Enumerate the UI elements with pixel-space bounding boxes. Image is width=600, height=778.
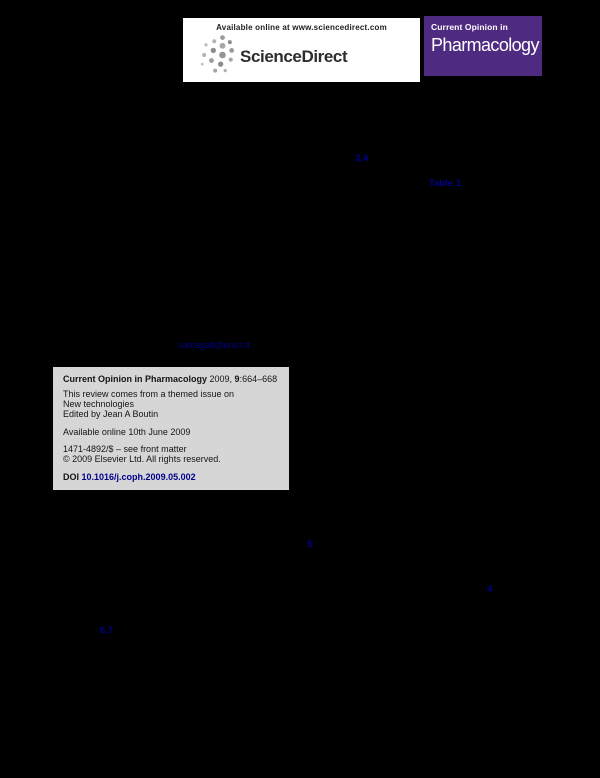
citation-info-box: Current Opinion in Pharmacology 2009, 9:… <box>53 367 289 490</box>
copyright-line: © 2009 Elsevier Ltd. All rights reserved… <box>63 454 221 464</box>
citation-link-ref-a[interactable]: 3,4 <box>355 153 369 164</box>
edited-by-line: Edited by Jean A Boutin <box>63 409 159 419</box>
doi-line: DOI 10.1016/j.coph.2009.05.002 <box>63 472 285 482</box>
journal-cover-badge: Current Opinion in Pharmacology <box>424 16 542 76</box>
available-online-line: Available online 10th June 2009 <box>63 427 191 437</box>
journal-name-small: Current Opinion in <box>431 22 508 32</box>
themed-issue-line-2: New technologies <box>63 399 135 409</box>
available-online-text: Available online at www.sciencedirect.co… <box>216 23 387 32</box>
citation-year: 2009, <box>207 374 235 384</box>
issn-line: 1471-4892/$ – see front matter <box>63 444 187 454</box>
doi-link[interactable]: 10.1016/j.coph.2009.05.002 <box>81 472 196 482</box>
citation-link-ref-c[interactable]: 4 <box>487 584 493 595</box>
citation-link-ref-d[interactable]: 6,7 <box>100 625 114 636</box>
doi-label: DOI <box>63 472 82 482</box>
citation-link-ref-b[interactable]: 5 <box>307 539 313 550</box>
citation-pages: :664–668 <box>239 374 278 384</box>
table-1-link[interactable]: Table 1 <box>429 178 462 189</box>
citation-volume: 9 <box>234 374 240 384</box>
sciencedirect-dots-icon <box>200 35 235 73</box>
header-band: Available online at www.sciencedirect.co… <box>183 18 420 82</box>
themed-issue-line-1: This review comes from a themed issue on <box>63 389 235 399</box>
sciencedirect-logo: ScienceDirect <box>195 33 348 77</box>
citation-journal-name: Current Opinion in Pharmacology <box>63 374 208 384</box>
author-email-link[interactable]: santagati@unict.it <box>178 340 250 350</box>
citation-journal-line: Current Opinion in Pharmacology 2009, 9:… <box>63 374 285 384</box>
journal-name-large: Pharmacology <box>431 35 539 55</box>
sciencedirect-wordmark: ScienceDirect <box>240 47 348 66</box>
